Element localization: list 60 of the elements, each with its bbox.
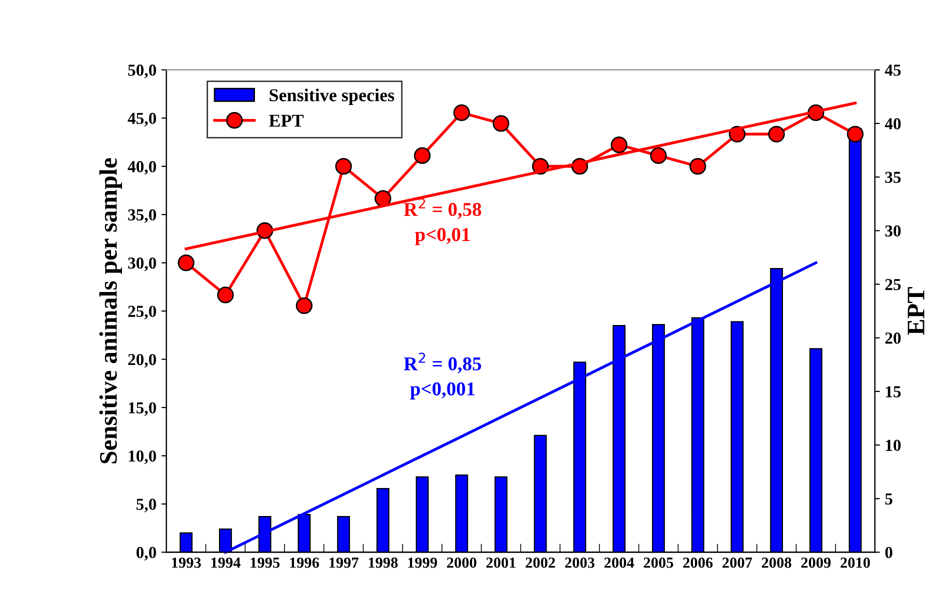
y-axis-title: Sensitive animals per sample bbox=[99, 158, 122, 464]
y-tick-label: 50,0 bbox=[128, 64, 156, 78]
x-tick-label: 2009 bbox=[801, 558, 831, 568]
x-tick-label: 1996 bbox=[290, 558, 320, 568]
y-tick-label: 0,0 bbox=[136, 546, 156, 561]
x-tick-label: 2006 bbox=[683, 558, 713, 568]
x-tick-label: 2007 bbox=[722, 558, 752, 568]
point bbox=[689, 158, 706, 175]
legend-label: Sensitive species bbox=[270, 88, 394, 105]
point bbox=[335, 158, 352, 175]
y-tick-label: 10,0 bbox=[128, 450, 156, 464]
y2-tick-label: 45 bbox=[884, 64, 901, 76]
x-tick-label: 1995 bbox=[250, 558, 280, 568]
point bbox=[374, 190, 392, 207]
y-tick-label: 30,0 bbox=[128, 258, 156, 272]
point bbox=[650, 147, 667, 164]
x-tick-label: 1997 bbox=[329, 558, 358, 568]
point bbox=[610, 136, 628, 154]
x-tick-label: 2001 bbox=[486, 558, 516, 568]
y2-tick-label: 5 bbox=[885, 493, 892, 505]
x-tick-label: 1999 bbox=[408, 558, 437, 568]
y2-tick-label: 30 bbox=[885, 225, 901, 237]
annotation: p<0,01 bbox=[415, 228, 470, 246]
y-tick-label: 15,0 bbox=[128, 402, 156, 416]
point bbox=[492, 115, 510, 132]
x-tick-label: 2008 bbox=[762, 558, 792, 568]
y2-tick-label: 35 bbox=[885, 172, 901, 183]
x-tick-label: 2002 bbox=[526, 558, 555, 568]
point bbox=[178, 254, 194, 272]
y2-tick-label: 20 bbox=[885, 332, 901, 344]
x-tick-label: 1994 bbox=[211, 558, 240, 568]
y-tick-label: 20,0 bbox=[128, 354, 156, 368]
point bbox=[846, 126, 864, 142]
y-tick-label: 45,0 bbox=[128, 112, 156, 126]
x-tick-label: 2000 bbox=[446, 558, 476, 568]
point bbox=[217, 286, 234, 304]
y-tick-label: 5,0 bbox=[136, 498, 156, 512]
legend-label: EPT bbox=[269, 114, 304, 127]
annotation: p<0,001 bbox=[410, 382, 475, 400]
point bbox=[768, 126, 785, 142]
y-tick-label: 25,0 bbox=[128, 306, 156, 320]
x-tick-label: 2003 bbox=[565, 558, 594, 568]
y2-tick-label: 25 bbox=[885, 278, 901, 290]
y2-tick-label: 15 bbox=[886, 386, 901, 398]
point bbox=[453, 104, 470, 122]
y-tick-label: 40,0 bbox=[128, 161, 156, 175]
annotation: R$^{2}$ = 0,85 bbox=[404, 352, 482, 374]
annotation: R$^{2}$ = 0,58 bbox=[404, 198, 482, 219]
x-tick-label: 2005 bbox=[644, 558, 674, 568]
x-tick-label: 1998 bbox=[368, 558, 398, 568]
x-tick-label: 2010 bbox=[840, 558, 870, 568]
y2-axis-title: EPT bbox=[908, 287, 924, 335]
point bbox=[296, 297, 313, 314]
x-tick-label: 2004 bbox=[604, 558, 634, 568]
y2-tick-label: 10 bbox=[886, 440, 901, 451]
y2-tick-label: 0 bbox=[885, 546, 892, 558]
point bbox=[414, 147, 431, 164]
y2-tick-label: 40 bbox=[884, 118, 901, 130]
x-tick-label: 1993 bbox=[172, 558, 201, 568]
y-tick-label: 35,0 bbox=[128, 209, 156, 223]
